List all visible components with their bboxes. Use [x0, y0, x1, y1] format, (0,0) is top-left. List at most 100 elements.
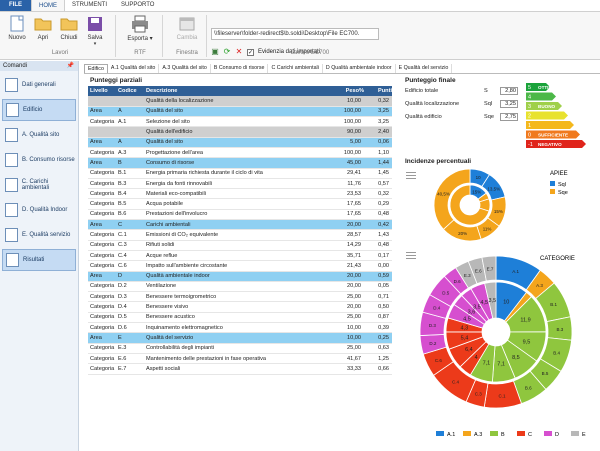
sidebar-item-7[interactable]: Risultati	[2, 249, 76, 271]
menu-icon[interactable]	[406, 172, 416, 179]
save-doc-icon[interactable]: ▣	[211, 47, 219, 56]
table-cell: Categoria	[88, 301, 116, 313]
highlight-checkbox[interactable]: ✓	[247, 48, 254, 56]
tab-strumenti[interactable]: STRUMENTI	[72, 2, 107, 8]
sidebar-item-5[interactable]: D. Qualità Indoor	[2, 199, 76, 221]
table-row[interactable]: Categoria B.4 Materiali eco-compatibili 23,…	[88, 188, 392, 200]
table-row[interactable]: Categoria B.5 Acqua potabile 17,65 0,29	[88, 198, 392, 210]
table-cell: Ventilazione	[144, 281, 334, 293]
slice-label: 4,5	[463, 317, 471, 323]
content-tab[interactable]: A.3 Qualità del sito	[159, 64, 211, 73]
table-cell: Categoria	[88, 312, 116, 324]
table-row[interactable]: Area B Consumo di risorse 45,00 1,44	[88, 157, 392, 169]
sidebar-item-label: Edificio	[23, 107, 43, 113]
save-button[interactable]: Salva ▾	[82, 15, 108, 47]
delete-icon[interactable]: ✕	[235, 47, 243, 56]
slice-label: B.6	[525, 385, 532, 390]
partial-scores-title: Punteggi parziali	[90, 77, 143, 84]
table-row[interactable]: Area E Qualità del servizio 10,00 0,25	[88, 332, 392, 344]
table-row[interactable]: Categoria D.2 Ventilazione 20,00 0,05	[88, 281, 392, 293]
slice-label: 8,5	[512, 355, 520, 361]
table-row[interactable]: Qualità della localizzazione 10,00 0,32	[88, 96, 392, 107]
table-cell	[88, 96, 116, 107]
table-cell: B.4	[116, 188, 144, 200]
table-cell: B	[116, 157, 144, 169]
table-cell: 1,45	[364, 168, 392, 179]
table-cell: 90,00	[334, 126, 364, 138]
table-row[interactable]: Categoria A.1 Selezione del sito 100,00 3,25	[88, 116, 392, 128]
tab-home[interactable]: HOME	[31, 0, 65, 11]
sidebar-item-6[interactable]: E. Qualità servizio	[2, 224, 76, 246]
table-cell: 100,00	[334, 147, 364, 159]
page-icon	[5, 128, 18, 142]
content-tab[interactable]: D Qualità ambientale indoor	[323, 64, 396, 73]
table-row[interactable]: Categoria B.6 Prestazioni dell'involucro 17…	[88, 209, 392, 221]
table-cell: 28,57	[334, 229, 364, 241]
new-button[interactable]: Nuovo	[4, 15, 30, 41]
table-row[interactable]: Qualità dell'edificio 90,00 2,40	[88, 126, 392, 138]
content-tab[interactable]: E Qualità del servizio	[396, 64, 453, 73]
table-cell: 0,06	[364, 137, 392, 148]
table-cell: 17,65	[334, 198, 364, 210]
sidebar-item-1[interactable]: Edificio	[2, 99, 76, 121]
table-cell: 0,57	[364, 178, 392, 190]
content-tab[interactable]: A.1 Qualità del sito	[108, 64, 160, 73]
refresh-icon[interactable]: ⟳	[223, 47, 231, 56]
export-button[interactable]: Esporta ▾	[124, 15, 156, 42]
table-row[interactable]: Categoria E.6 Mantenimento delle prestazio…	[88, 353, 392, 365]
open-button[interactable]: Apri	[30, 15, 56, 41]
scale-value: 5	[528, 85, 531, 91]
table-row[interactable]: Categoria C.4 Acque reflue 35,71 0,17	[88, 250, 392, 262]
sidebar-header: Comandi 📌	[0, 61, 78, 71]
slice-label: B.1	[550, 302, 557, 307]
table-row[interactable]: Area D Qualità ambientale indoor 20,00 0,59	[88, 271, 392, 282]
table-row[interactable]: Area C Carichi ambientali 20,00 0,42	[88, 219, 392, 231]
slice-label: A.3	[536, 283, 543, 288]
content-tab[interactable]: B Consumo di risorse	[211, 64, 269, 73]
content-tab[interactable]: C Carichi ambientali	[268, 64, 323, 73]
printer-icon	[131, 15, 149, 33]
table-cell: 10,00	[334, 96, 364, 107]
table-cell: 33,33	[334, 363, 364, 375]
table-row[interactable]: Categoria B.3 Energia da fonti rinnovabili…	[88, 178, 392, 190]
table-cell: Qualità del servizio	[144, 332, 334, 344]
close-button[interactable]: Chiudi	[56, 15, 82, 41]
table-cell: E.7	[116, 363, 144, 375]
table-row[interactable]: Categoria E.7 Aspetti sociali 33,33 0,66	[88, 363, 392, 375]
menu-icon[interactable]	[406, 252, 416, 259]
table-cell: 0,42	[364, 219, 392, 231]
pin-icon[interactable]: 📌	[66, 63, 74, 69]
table-row[interactable]: Categoria A.3 Progettazione dell'area 100,0…	[88, 147, 392, 159]
table-row[interactable]: Categoria D.6 Inquinamento elettromagnetic…	[88, 322, 392, 334]
table-row[interactable]: Categoria D.4 Benessere visivo 20,00 0,50	[88, 301, 392, 313]
sidebar-item-2[interactable]: A. Qualità sito	[2, 124, 76, 146]
slice-label: E.3	[464, 273, 471, 278]
file-path-field[interactable]: \\fileserver\folder-redirect$\b.soldi\De…	[211, 28, 379, 40]
sidebar-item-3[interactable]: B. Consumo risorse	[2, 149, 76, 171]
sidebar-item-0[interactable]: Dati generali	[2, 74, 76, 96]
table-cell: 0,25	[364, 332, 392, 344]
table-row[interactable]: Categoria D.3 Benessere termoigrometrico 25…	[88, 291, 392, 303]
table-cell: B.3	[116, 178, 144, 190]
change-window-button[interactable]: Cambia	[172, 15, 202, 41]
table-row[interactable]: Categoria C.1 Emissioni di CO₂ equivalente…	[88, 229, 392, 241]
table-cell: 0,05	[364, 281, 392, 293]
sidebar-item-4[interactable]: C. Carichi ambientali	[2, 174, 76, 196]
table-cell: E	[116, 332, 144, 344]
tab-supporto[interactable]: SUPPORTO	[121, 2, 155, 8]
table-row[interactable]: Area A Qualità del sito 100,00 3,25	[88, 106, 392, 118]
tab-file[interactable]: FILE	[0, 0, 31, 11]
table-cell: Energia da fonti rinnovabili	[144, 178, 334, 190]
table-cell: Selezione del sito	[144, 116, 334, 128]
table-cell: Categoria	[88, 353, 116, 365]
table-row[interactable]: Categoria E.3 Controllabilità degli impian…	[88, 343, 392, 354]
table-row[interactable]: Categoria C.3 Rifiuti solidi 14,29 0,48	[88, 240, 392, 251]
chart-slice: E.7	[481, 255, 497, 282]
table-row[interactable]: Area A Qualità del sito 5,00 0,06	[88, 137, 392, 148]
content-tab[interactable]: Edifico	[84, 64, 108, 73]
table-row[interactable]: Categoria B.1 Energia primaria richiesta d…	[88, 168, 392, 179]
table-cell: 0,66	[364, 363, 392, 375]
table-row[interactable]: Categoria C.6 Impatto sull'ambiente circos…	[88, 260, 392, 272]
table-row[interactable]: Categoria D.5 Benessere acustico 25,00 0,87	[88, 312, 392, 324]
scale-value: -1	[528, 142, 533, 148]
